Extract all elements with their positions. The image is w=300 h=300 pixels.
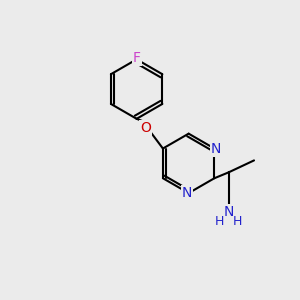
Text: N: N — [224, 205, 234, 219]
Text: F: F — [133, 51, 141, 65]
Text: H: H — [215, 215, 224, 228]
Text: O: O — [140, 121, 151, 135]
Text: N: N — [211, 142, 221, 155]
Text: N: N — [182, 186, 192, 200]
Text: H: H — [233, 215, 242, 228]
